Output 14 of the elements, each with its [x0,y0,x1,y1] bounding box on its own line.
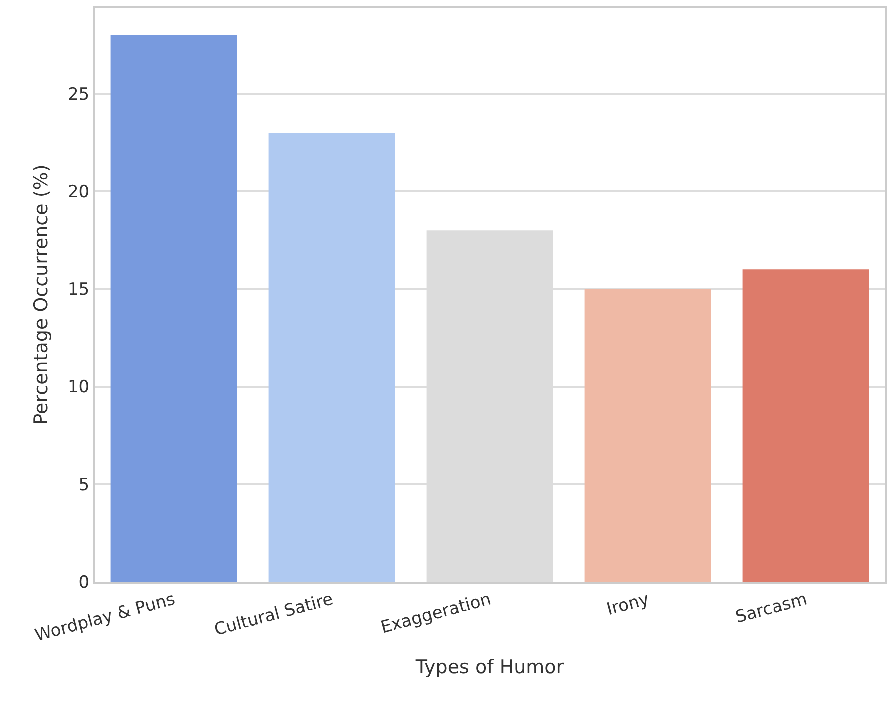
y-tick-label: 25 [68,84,90,105]
bar [110,35,238,582]
bar [584,289,712,582]
y-axis-title: Percentage Occurrence (%) [30,164,52,426]
x-axis-title: Types of Humor [414,656,564,679]
bar [268,132,396,582]
y-tick-label: 10 [68,378,90,398]
x-tick-label: Cultural Satire [212,590,336,641]
y-tick-label: 5 [78,475,90,496]
y-tick-label: 15 [68,280,90,300]
y-tick-label: 20 [68,182,90,202]
bar [742,270,870,582]
x-tick-label: Irony [604,590,652,620]
x-tick-label: Sarcasm [734,590,810,628]
